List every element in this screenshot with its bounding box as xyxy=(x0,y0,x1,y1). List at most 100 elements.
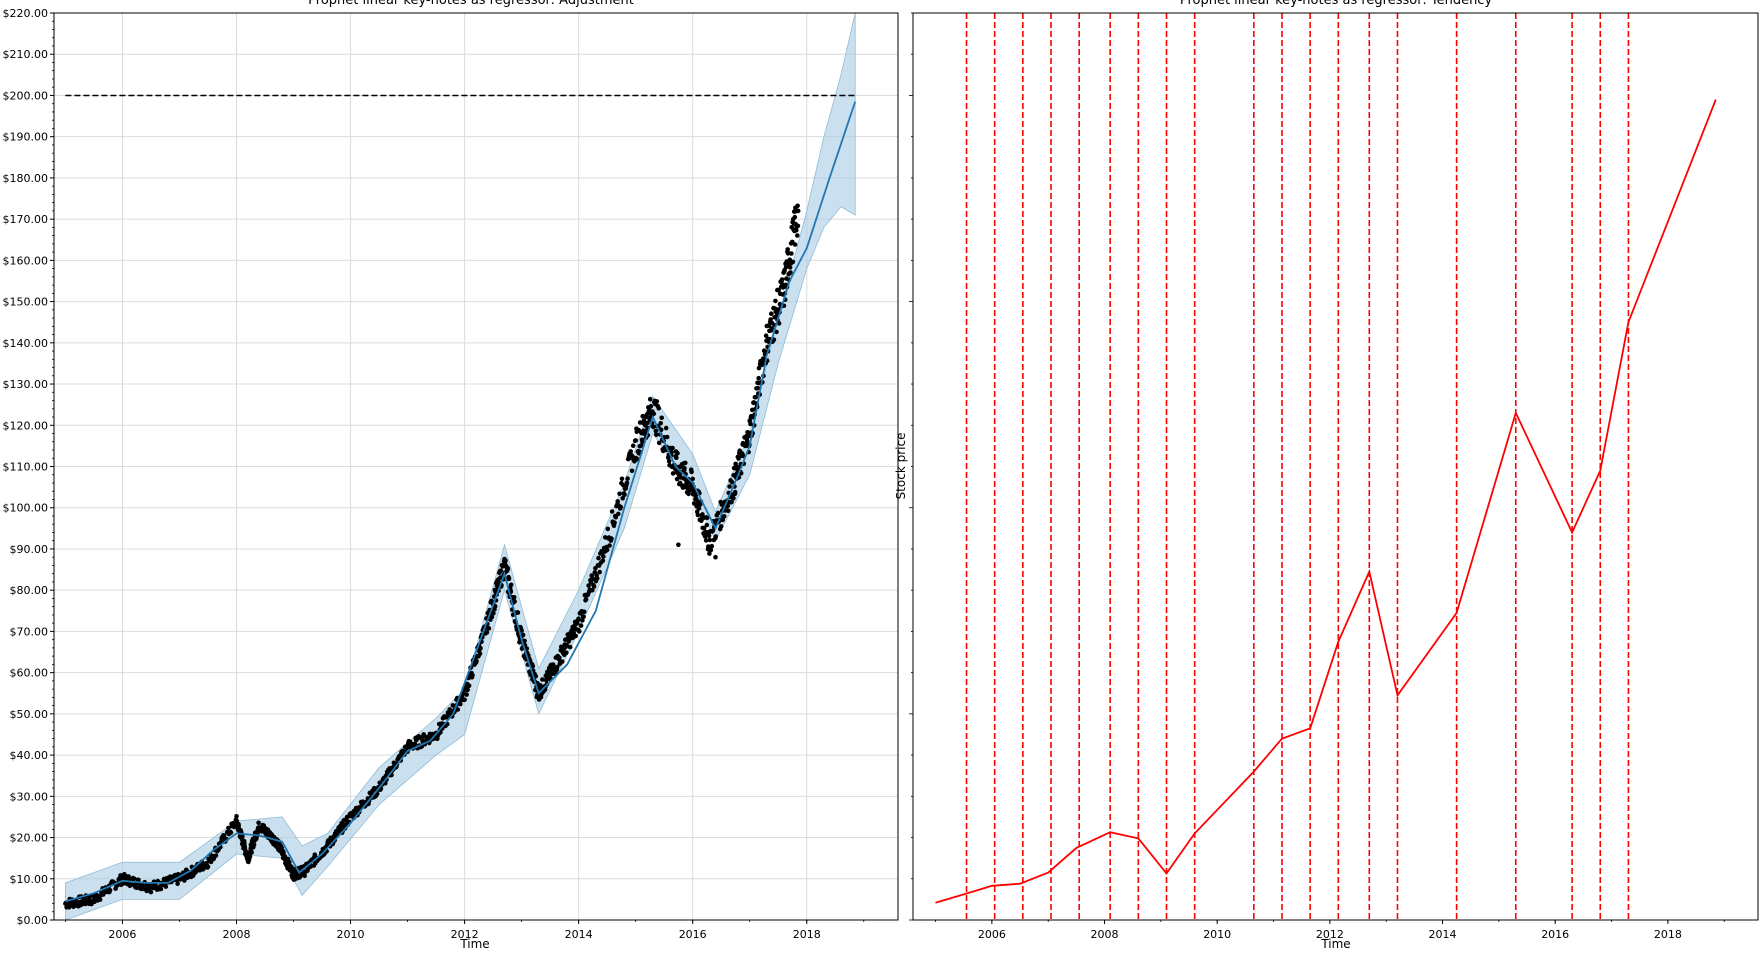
left-chart-title: Prophet linear key-notes as regressor: A… xyxy=(308,0,634,8)
data-point xyxy=(731,495,736,501)
left-y-tick-label: $180.00 xyxy=(3,172,49,185)
changepoint-lines xyxy=(965,13,1630,920)
data-point xyxy=(617,491,622,497)
data-point xyxy=(619,476,625,482)
data-point xyxy=(594,576,600,581)
data-point xyxy=(707,551,712,556)
data-point xyxy=(484,630,490,635)
data-point xyxy=(785,247,790,252)
data-point xyxy=(136,877,141,883)
data-point xyxy=(234,814,239,819)
data-point xyxy=(251,842,257,847)
data-point xyxy=(205,864,211,870)
data-point xyxy=(600,558,606,564)
data-point xyxy=(312,852,318,857)
data-point xyxy=(654,399,660,404)
data-point xyxy=(287,859,292,865)
data-point xyxy=(596,555,601,561)
data-point xyxy=(792,242,798,247)
data-point xyxy=(703,538,709,543)
data-point xyxy=(491,610,496,616)
data-point xyxy=(670,471,676,476)
data-point xyxy=(639,443,644,448)
data-point xyxy=(763,333,769,339)
data-point xyxy=(564,643,569,648)
data-point xyxy=(794,227,799,233)
right-x-tick-label: 2014 xyxy=(1429,928,1457,941)
data-point xyxy=(462,697,467,703)
right-x-tick-label: 2010 xyxy=(1203,928,1231,941)
data-point xyxy=(776,287,781,293)
data-point xyxy=(530,663,536,669)
data-point xyxy=(674,455,679,461)
uncertainty-band xyxy=(65,12,856,921)
left-y-tick-label: $100.00 xyxy=(3,502,49,515)
data-point xyxy=(682,466,687,471)
data-point xyxy=(718,524,724,529)
data-point xyxy=(256,820,261,826)
data-point xyxy=(787,265,793,270)
data-point xyxy=(613,514,619,520)
data-point xyxy=(492,603,498,609)
data-point xyxy=(709,543,715,549)
data-point xyxy=(706,544,711,549)
data-point xyxy=(615,499,620,504)
data-point xyxy=(601,554,606,559)
data-point xyxy=(766,323,771,328)
data-point xyxy=(795,233,800,238)
data-point xyxy=(581,609,587,615)
data-point xyxy=(586,583,591,588)
data-point xyxy=(607,543,612,548)
data-point xyxy=(753,394,758,400)
forecast-line xyxy=(65,101,857,903)
data-point xyxy=(580,618,585,623)
right-chart-title: Prophet linear key-notes as regressor: T… xyxy=(1180,0,1493,8)
adjustment-chart: Prophet linear key-notes as regressor: A… xyxy=(3,0,899,951)
data-point xyxy=(644,420,650,426)
data-point xyxy=(725,503,730,509)
right-x-tick-label: 2006 xyxy=(978,928,1006,941)
data-point xyxy=(658,421,663,426)
data-point xyxy=(511,595,517,600)
data-point xyxy=(664,434,670,440)
tendency-chart: Prophet linear key-notes as regressor: T… xyxy=(894,0,1759,951)
left-plot-frame xyxy=(53,12,899,921)
left-y-tick-label: $130.00 xyxy=(3,378,49,391)
data-point xyxy=(744,438,750,444)
data-point xyxy=(566,639,571,644)
data-point xyxy=(503,558,508,564)
right-x-axis-label: Time xyxy=(1320,937,1350,951)
data-point xyxy=(789,251,794,256)
data-point xyxy=(769,326,774,331)
data-point xyxy=(666,458,672,464)
left-y-tick-label: $110.00 xyxy=(3,461,49,474)
data-point xyxy=(560,659,565,664)
data-point xyxy=(302,873,308,879)
data-point xyxy=(576,616,581,621)
left-y-tick-label: $60.00 xyxy=(10,667,49,680)
data-point xyxy=(693,493,698,498)
right-y-axis-label: Stock price xyxy=(894,433,908,500)
data-point xyxy=(97,897,103,902)
data-point xyxy=(651,411,657,417)
data-point xyxy=(564,650,569,655)
data-point xyxy=(756,375,761,381)
left-y-tick-label: $210.00 xyxy=(3,48,49,61)
data-point xyxy=(690,476,695,482)
data-point xyxy=(776,321,782,326)
data-point xyxy=(464,692,469,697)
data-point xyxy=(240,834,245,839)
data-point xyxy=(648,404,654,409)
left-y-tick-label: $0.00 xyxy=(17,914,49,927)
left-y-tick-label: $190.00 xyxy=(3,131,49,144)
left-y-tick-label: $170.00 xyxy=(3,213,49,226)
data-point xyxy=(609,509,615,514)
data-point xyxy=(659,415,664,421)
data-point xyxy=(412,741,418,747)
data-point xyxy=(360,799,366,804)
data-point xyxy=(745,430,751,435)
data-point xyxy=(795,223,801,229)
data-point xyxy=(455,707,461,712)
data-point xyxy=(533,673,539,679)
